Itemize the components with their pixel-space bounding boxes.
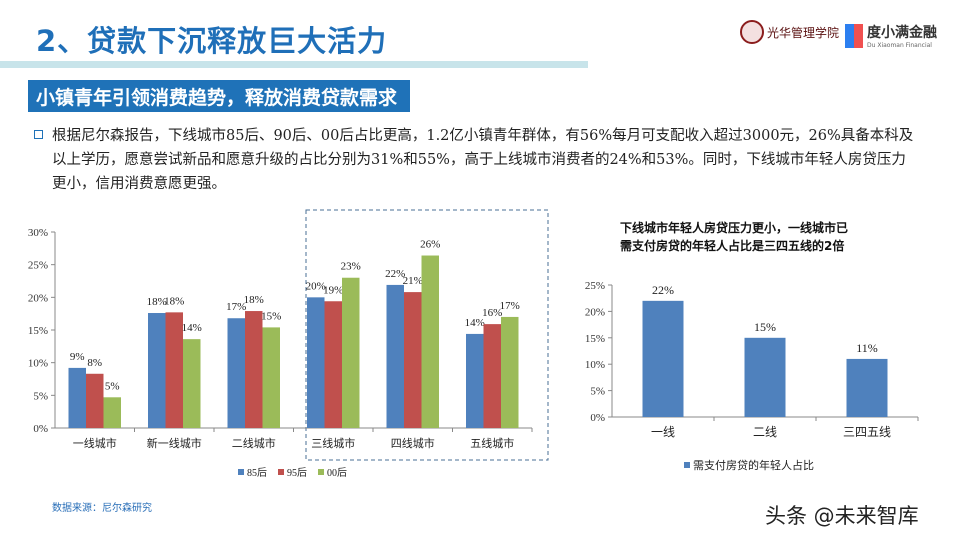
data-label: 17%	[500, 300, 520, 312]
y-tick-label: 20%	[28, 292, 48, 304]
section-subtitle: 小镇青年引领消费趋势，释放消费贷款需求	[28, 80, 410, 112]
bar	[421, 255, 439, 428]
x-tick-label: 三线城市	[311, 436, 355, 450]
x-tick-label: 五线城市	[470, 436, 514, 450]
y-tick-label: 5%	[590, 386, 605, 398]
duxiaoman-mark-icon	[845, 23, 863, 48]
page-title: 2、贷款下沉释放巨大活力	[36, 24, 388, 58]
bar	[183, 339, 201, 428]
duxiaoman-logo: 度小满金融 Du Xiaoman Financial	[845, 22, 937, 49]
bar	[86, 373, 104, 428]
y-tick-label: 0%	[33, 423, 48, 435]
data-label: 20%	[306, 280, 326, 292]
bar	[245, 311, 263, 428]
seal-icon	[740, 20, 764, 44]
bar	[386, 284, 404, 428]
watermark: 头条 @未来智库	[765, 504, 919, 528]
data-label: 17%	[226, 301, 246, 313]
data-label: 5%	[105, 380, 120, 392]
chart2-title: 需支付房贷的年轻人占比是三四五线的2倍	[620, 238, 844, 253]
legend-label: 85后	[247, 467, 267, 479]
bullet-icon	[34, 130, 43, 139]
title-divider	[0, 61, 588, 68]
bar	[404, 292, 422, 428]
data-label: 11%	[856, 341, 878, 355]
y-tick-label: 15%	[28, 325, 48, 337]
data-label: 18%	[244, 294, 264, 306]
data-label: 21%	[403, 275, 423, 287]
data-label: 8%	[87, 357, 102, 369]
data-label: 22%	[385, 268, 405, 280]
bar	[846, 358, 888, 417]
y-tick-label: 30%	[28, 227, 48, 239]
y-tick-label: 25%	[585, 280, 605, 292]
chart2-title: 下线城市年轻人房贷压力更小，一线城市已	[620, 220, 848, 235]
data-label: 19%	[323, 284, 343, 296]
legend-label: 95后	[287, 467, 307, 479]
logo2-sub: Du Xiaoman Financial	[867, 42, 932, 49]
data-label: 22%	[652, 283, 674, 297]
data-label: 18%	[147, 296, 167, 308]
logo1-text: 光华管理学院	[767, 25, 840, 40]
bar	[307, 297, 325, 428]
logo2-name: 度小满金融	[867, 25, 937, 41]
bar	[165, 312, 183, 428]
y-tick-label: 10%	[585, 359, 605, 371]
y-tick-label: 25%	[28, 260, 48, 272]
data-source: 数据来源：尼尔森研究	[52, 503, 152, 514]
x-tick-label: 一线	[651, 425, 675, 439]
y-tick-label: 20%	[585, 306, 605, 318]
x-tick-label: 四线城市	[391, 436, 435, 450]
legend-swatch	[278, 469, 284, 475]
data-label: 14%	[465, 317, 485, 329]
body-paragraph: 根据尼尔森报告，下线城市85后、90后、00后占比更高，1.2亿小镇青年群体，有…	[34, 124, 914, 196]
legend-label: 00后	[327, 467, 347, 479]
x-tick-label: 二线城市	[232, 436, 276, 450]
bar	[262, 327, 280, 428]
paragraph-text: 根据尼尔森报告，下线城市85后、90后、00后占比更高，1.2亿小镇青年群体，有…	[52, 128, 914, 192]
x-tick-label: 一线城市	[73, 436, 117, 450]
bar	[501, 316, 519, 428]
bar	[642, 300, 684, 417]
data-label: 15%	[261, 310, 281, 322]
bar	[744, 337, 786, 417]
bar	[148, 313, 166, 428]
data-label: 9%	[70, 351, 85, 363]
y-tick-label: 5%	[33, 390, 48, 402]
data-label: 15%	[754, 320, 776, 334]
bar	[324, 301, 342, 428]
legend-swatch	[238, 469, 244, 475]
guanghua-logo: 光华管理学院	[740, 20, 839, 44]
data-label: 26%	[420, 239, 440, 251]
bar	[103, 397, 121, 428]
data-label: 18%	[164, 295, 184, 307]
y-tick-label: 15%	[585, 333, 605, 345]
bar	[466, 333, 484, 428]
x-tick-label: 二线	[753, 425, 777, 439]
y-tick-label: 0%	[590, 412, 605, 424]
legend-swatch	[684, 462, 690, 468]
data-label: 16%	[482, 307, 502, 319]
highlight-box	[305, 209, 549, 461]
bar	[483, 324, 501, 428]
data-label: 23%	[341, 261, 361, 273]
bar	[68, 367, 86, 428]
x-tick-label: 三四五线	[843, 425, 891, 439]
bar	[227, 318, 245, 428]
bar	[342, 277, 360, 428]
legend-swatch	[318, 469, 324, 475]
y-tick-label: 10%	[28, 358, 48, 370]
legend-label: 需支付房贷的年轻人占比	[693, 458, 814, 472]
data-label: 14%	[182, 322, 202, 334]
x-tick-label: 新一线城市	[147, 436, 202, 450]
